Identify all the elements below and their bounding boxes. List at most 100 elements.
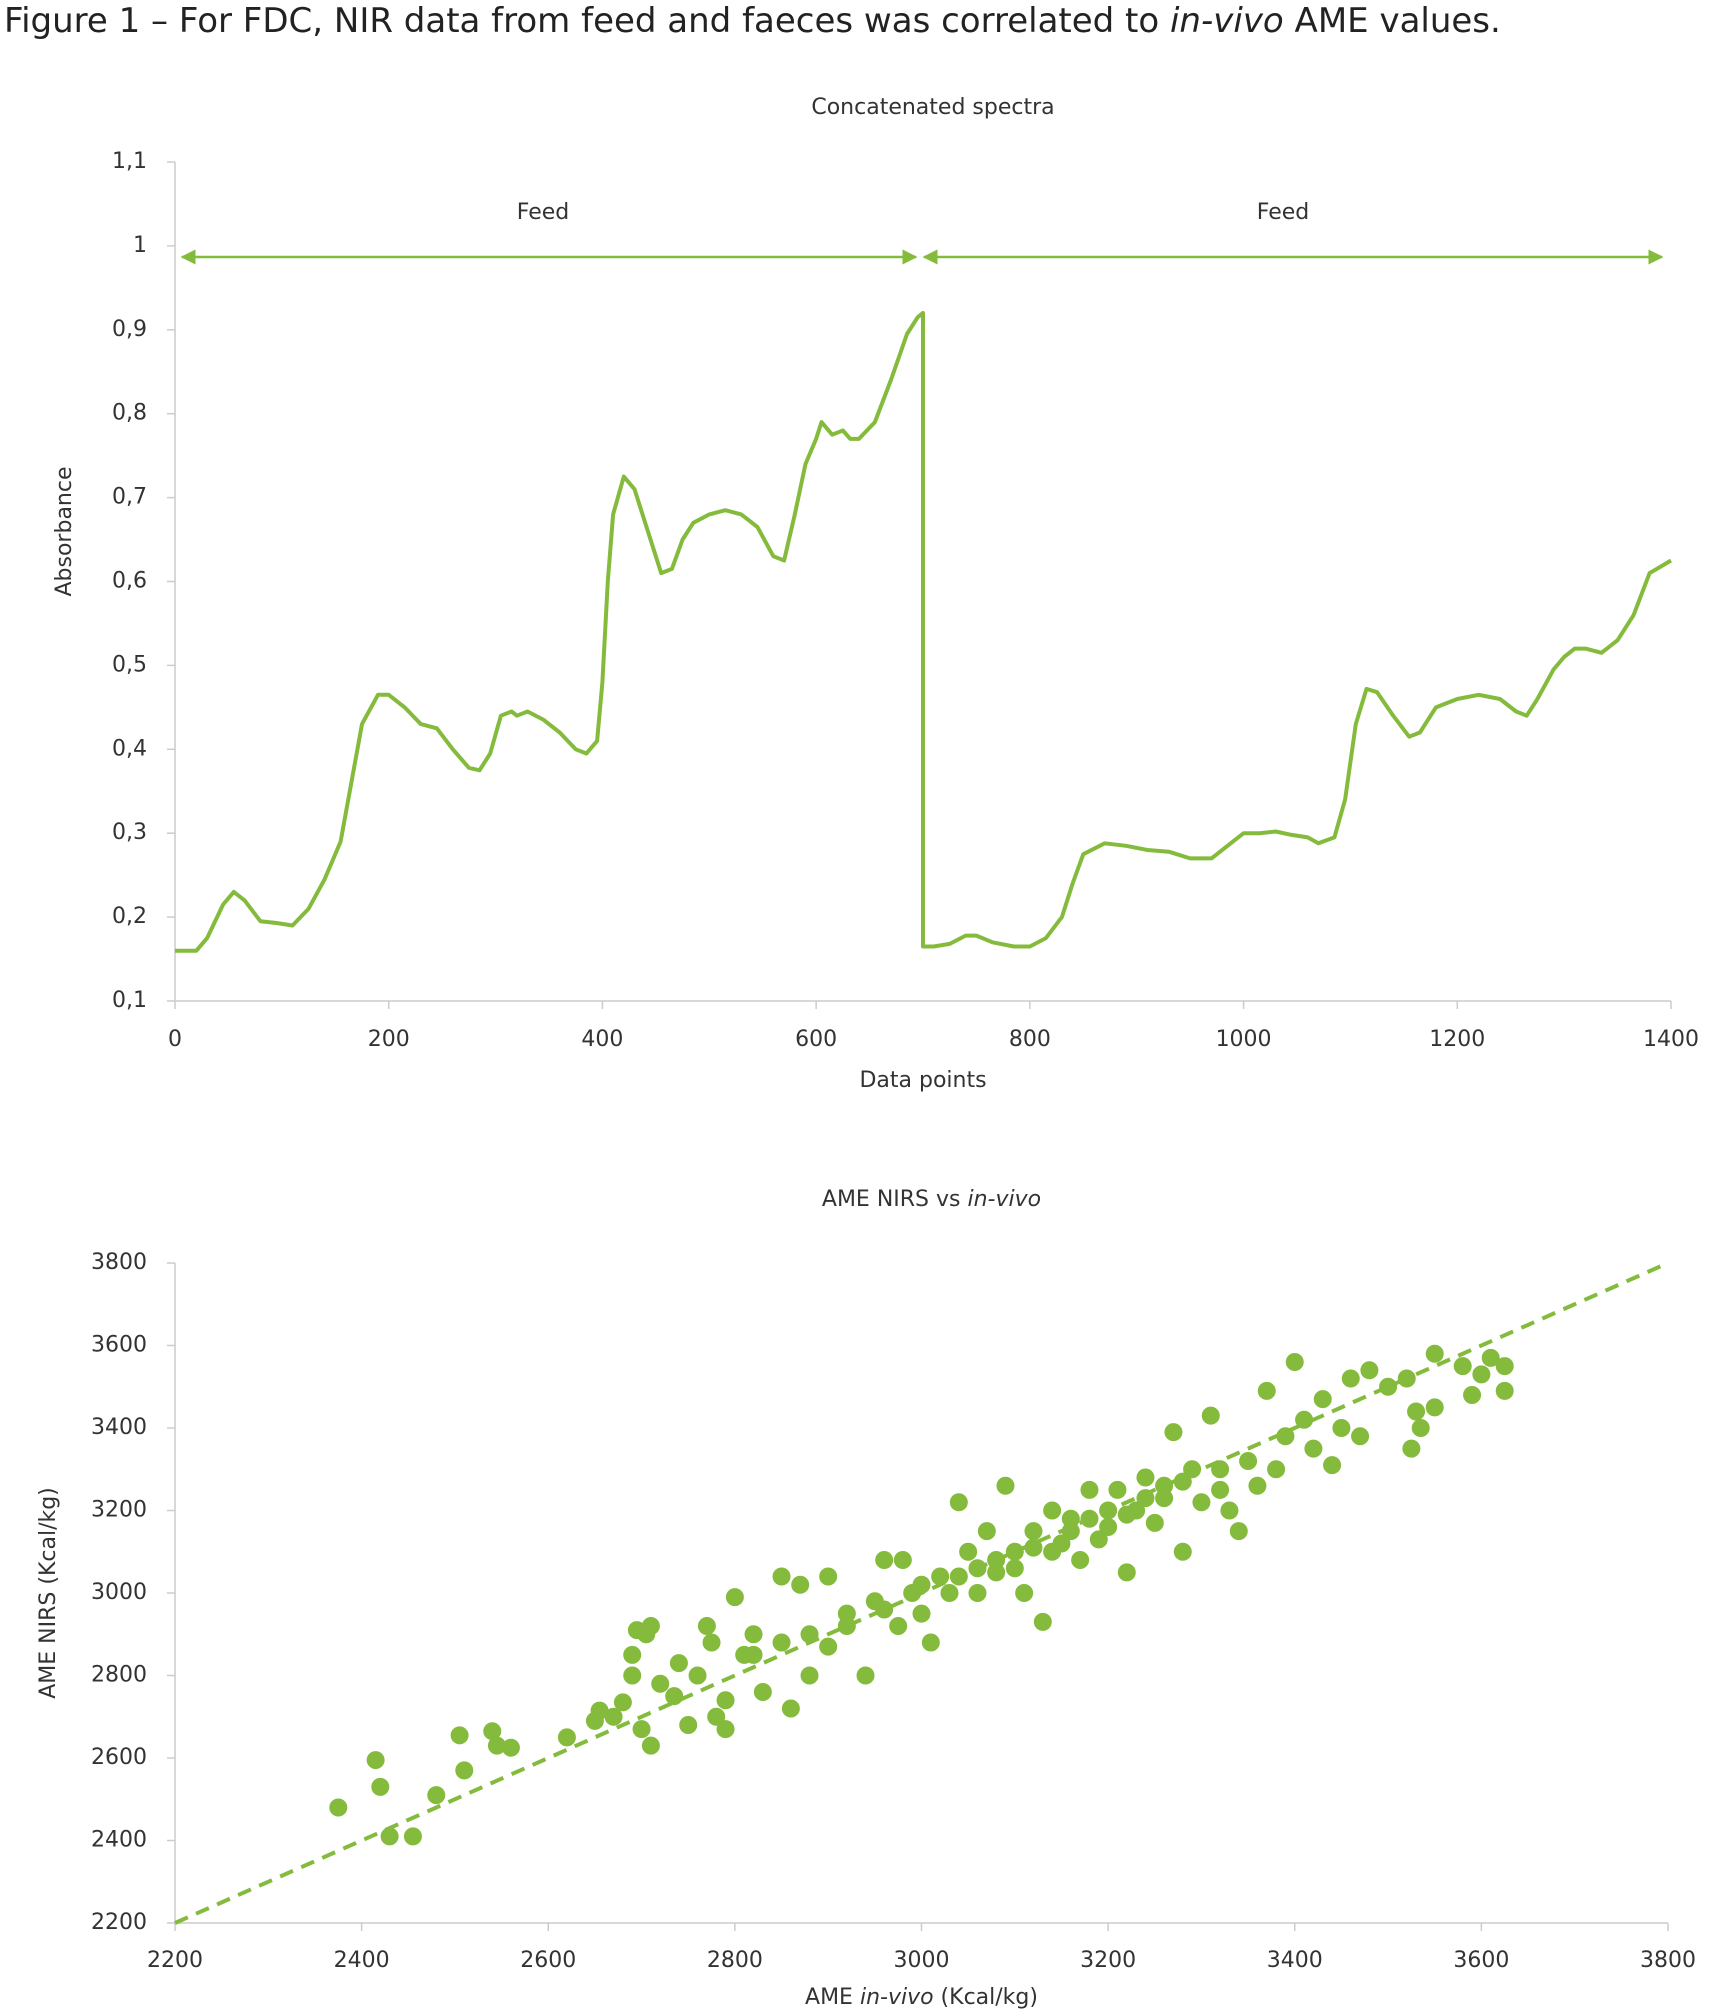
data-point <box>590 1701 609 1720</box>
data-point <box>1495 1357 1514 1376</box>
y-axis-label: Absorbance <box>52 466 77 596</box>
data-point <box>604 1707 623 1726</box>
data-point <box>1117 1563 1136 1582</box>
data-point <box>1229 1522 1248 1541</box>
data-point <box>744 1625 763 1644</box>
data-point <box>1425 1344 1444 1363</box>
x-tick-label: 1200 <box>1429 1027 1485 1052</box>
data-point <box>641 1617 660 1635</box>
label-part: AME <box>805 1985 860 2010</box>
data-point <box>772 1633 791 1652</box>
data-point <box>1220 1501 1239 1520</box>
data-point <box>791 1575 810 1594</box>
figure-title: Figure 1 – For FDC, NIR data from feed a… <box>4 1 1501 41</box>
data-point <box>1080 1480 1099 1499</box>
data-point <box>744 1645 763 1664</box>
x-tick-label: 2400 <box>334 1948 390 1973</box>
data-point <box>772 1567 791 1586</box>
data-point <box>781 1699 800 1718</box>
data-point <box>716 1720 735 1739</box>
data-point <box>1323 1456 1342 1475</box>
y-tick-label: 2400 <box>91 1828 147 1853</box>
data-point <box>996 1476 1015 1495</box>
data-point <box>1099 1518 1118 1536</box>
y-tick-label: 3800 <box>91 1250 147 1275</box>
y-tick-label: 1,1 <box>112 149 147 174</box>
data-point <box>800 1666 819 1685</box>
y-tick-label: 0,7 <box>112 485 147 510</box>
data-point <box>697 1617 716 1635</box>
data-point <box>1173 1542 1192 1561</box>
region-label: Feed <box>517 200 570 225</box>
data-point <box>753 1683 772 1701</box>
data-point <box>651 1674 670 1693</box>
x-axis-label: AME in-vivo (Kcal/kg) <box>805 1985 1038 2010</box>
data-point <box>1005 1542 1024 1561</box>
data-point <box>450 1726 469 1745</box>
data-point <box>912 1604 931 1623</box>
data-point <box>875 1600 894 1619</box>
data-point <box>1080 1509 1099 1528</box>
data-point <box>632 1720 651 1739</box>
title-part: Figure 1 – For FDC, NIR data from feed a… <box>4 1 1170 41</box>
data-point <box>1155 1476 1174 1495</box>
x-tick-label: 200 <box>368 1027 410 1052</box>
data-point <box>702 1633 721 1652</box>
data-point <box>1248 1476 1267 1495</box>
data-point <box>1024 1538 1043 1557</box>
data-point <box>1481 1348 1500 1367</box>
x-tick-label: 2200 <box>147 1948 203 1973</box>
region-label: Feed <box>1257 200 1310 225</box>
y-tick-label: 2600 <box>91 1745 147 1770</box>
data-point <box>669 1654 688 1673</box>
data-point <box>977 1522 996 1541</box>
data-point <box>679 1716 698 1734</box>
data-point <box>1472 1365 1491 1384</box>
data-point <box>366 1751 385 1770</box>
x-tick-label: 3000 <box>894 1948 950 1973</box>
x-tick-label: 3800 <box>1640 1948 1696 1973</box>
data-point <box>557 1728 576 1747</box>
data-point <box>380 1827 399 1846</box>
data-point <box>1043 1542 1062 1561</box>
x-tick-label: 1000 <box>1216 1027 1272 1052</box>
x-axis-label: Data points <box>859 1068 986 1093</box>
x-tick-label: 3400 <box>1267 1948 1323 1973</box>
data-point <box>921 1633 940 1652</box>
y-tick-label: 0,9 <box>112 317 147 342</box>
data-point <box>613 1693 632 1712</box>
data-point <box>455 1761 474 1780</box>
data-point <box>1089 1530 1108 1549</box>
data-point <box>1043 1501 1062 1520</box>
data-point <box>987 1563 1006 1582</box>
data-point <box>949 1493 968 1512</box>
label-part: Concatenated spectra <box>811 95 1054 120</box>
data-point <box>501 1738 520 1757</box>
data-point <box>1108 1480 1127 1499</box>
data-point <box>912 1575 931 1594</box>
data-point <box>1313 1390 1332 1409</box>
data-point <box>875 1551 894 1569</box>
data-point <box>1117 1505 1136 1524</box>
y-tick-label: 3400 <box>91 1415 147 1440</box>
chart-title: AME NIRS vs in-vivo <box>822 1187 1041 1212</box>
data-point <box>837 1617 856 1635</box>
data-point <box>707 1707 726 1726</box>
data-point <box>889 1617 908 1635</box>
y-tick-label: 1 <box>133 233 147 258</box>
data-point <box>1379 1377 1398 1396</box>
data-point <box>819 1567 838 1586</box>
data-point <box>1295 1410 1314 1429</box>
x-tick-label: 3200 <box>1080 1948 1136 1973</box>
data-point <box>949 1567 968 1586</box>
y-tick-label: 2200 <box>91 1910 147 1935</box>
data-point <box>1155 1489 1174 1508</box>
title-part: AME values. <box>1284 1 1501 41</box>
data-point <box>1192 1493 1211 1512</box>
data-point <box>329 1798 348 1817</box>
data-point <box>1360 1361 1379 1380</box>
data-point <box>1402 1439 1421 1458</box>
chart-title: Concatenated spectra <box>811 95 1054 120</box>
data-point <box>623 1645 642 1664</box>
